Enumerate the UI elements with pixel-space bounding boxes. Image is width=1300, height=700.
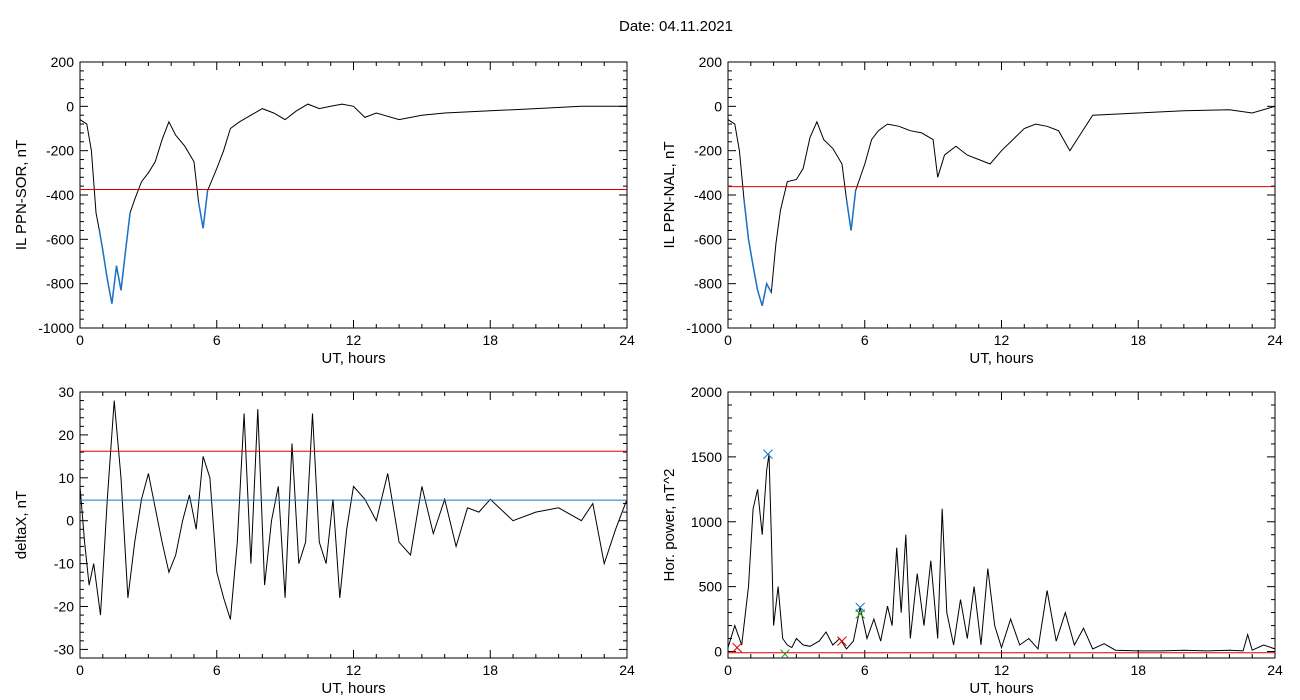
x-tick-label: 6 [861, 332, 869, 348]
x-tick-label: 6 [861, 662, 869, 678]
y-tick-label: -800 [694, 276, 722, 292]
panel-hor-power: 0 6 12 18 24 0 500 1000 1500 2000 UT, hours Hor. po… [661, 384, 1283, 697]
y-tick-label: 20 [58, 427, 74, 443]
x-tick-label: 12 [346, 332, 362, 348]
y-tick-label: 10 [58, 470, 74, 486]
highlight-segment [845, 190, 857, 231]
x-tick-label: 18 [482, 662, 498, 678]
highlight-segment [743, 199, 772, 307]
x-tick-label: 18 [1130, 662, 1146, 678]
y-tick-label: -600 [46, 231, 74, 247]
series-line [728, 454, 1275, 652]
plot-frame [727, 391, 1276, 659]
x-tick-label: 18 [1130, 332, 1146, 348]
y-tick-label: -400 [46, 187, 74, 203]
y-tick-label: -30 [54, 641, 74, 657]
y-tick-label: -20 [54, 599, 74, 615]
page-title: Date: 04.11.2021 [619, 18, 733, 35]
x-tick-label: 0 [724, 332, 732, 348]
panel-ppn-nal: 0 6 12 18 24 -1000 -800 -600 -400 -200 0 200 UT, hou… [661, 54, 1283, 367]
plot-area [80, 400, 627, 620]
plot-frame [79, 61, 628, 329]
y-axis-label: Hor. power, nT^2 [661, 469, 678, 582]
plot-area [728, 105, 1275, 307]
x-tick-label: 0 [76, 662, 84, 678]
peak-marker [732, 642, 742, 653]
highlight-segment [197, 190, 209, 229]
y-tick-label: 500 [699, 579, 723, 595]
x-axis-label: UT, hours [321, 680, 385, 697]
y-tick-label: 0 [66, 98, 74, 114]
peak-marker [837, 636, 847, 646]
y-tick-label: 200 [699, 54, 723, 70]
x-tick-label: 24 [619, 662, 635, 678]
x-tick-label: 6 [213, 332, 221, 348]
series-line [80, 400, 627, 620]
y-tick-label: -200 [46, 143, 74, 159]
x-tick-label: 24 [619, 332, 635, 348]
y-tick-label: 1000 [691, 514, 722, 530]
x-tick-label: 6 [213, 662, 221, 678]
series-line [728, 105, 1275, 306]
peak-marker [780, 649, 790, 658]
x-tick-label: 12 [994, 332, 1010, 348]
x-tick-label: 0 [76, 332, 84, 348]
x-tick-label: 24 [1267, 662, 1283, 678]
y-axis-label: deltaX, nT [13, 491, 30, 559]
peak-marker [763, 449, 773, 460]
x-axis-label: UT, hours [969, 680, 1033, 697]
x-tick-label: 12 [346, 662, 362, 678]
y-tick-label: 0 [714, 98, 722, 114]
y-tick-label: 0 [66, 513, 74, 529]
plot-area [728, 449, 1275, 658]
y-tick-label: 1500 [691, 449, 722, 465]
y-axis-label: IL PPN-NAL, nT [661, 142, 678, 249]
panel-deltax: 0 6 12 18 24 -30 -20 -10 0 10 20 30 UT, hours deltaX,… [13, 384, 635, 697]
y-tick-label: -800 [46, 276, 74, 292]
y-tick-label: 30 [58, 384, 74, 400]
x-tick-label: 18 [482, 332, 498, 348]
series-line [80, 103, 627, 304]
plot-area [80, 103, 627, 304]
y-tick-label: 200 [51, 54, 75, 70]
x-tick-label: 12 [994, 662, 1010, 678]
plot-frame [79, 391, 628, 659]
y-tick-label: -200 [694, 143, 722, 159]
y-tick-label: -600 [694, 231, 722, 247]
y-tick-label: -1000 [38, 320, 74, 336]
peak-marker [855, 609, 866, 619]
y-tick-label: -400 [694, 187, 722, 203]
plot-frame [727, 61, 1276, 329]
x-tick-label: 0 [724, 662, 732, 678]
panel-ppn-sor: 0 6 12 18 24 -1000 -800 -600 -400 -200 0 200 UT, hou… [13, 54, 635, 367]
y-tick-label: 2000 [691, 384, 722, 400]
x-tick-label: 24 [1267, 332, 1283, 348]
y-tick-label: -10 [54, 556, 74, 572]
x-axis-label: UT, hours [321, 350, 385, 367]
highlight-segment [98, 212, 131, 304]
x-axis-label: UT, hours [969, 350, 1033, 367]
y-axis-label: IL PPN-SOR, nT [13, 140, 30, 250]
y-tick-label: -1000 [686, 320, 722, 336]
y-tick-label: 0 [714, 644, 722, 660]
